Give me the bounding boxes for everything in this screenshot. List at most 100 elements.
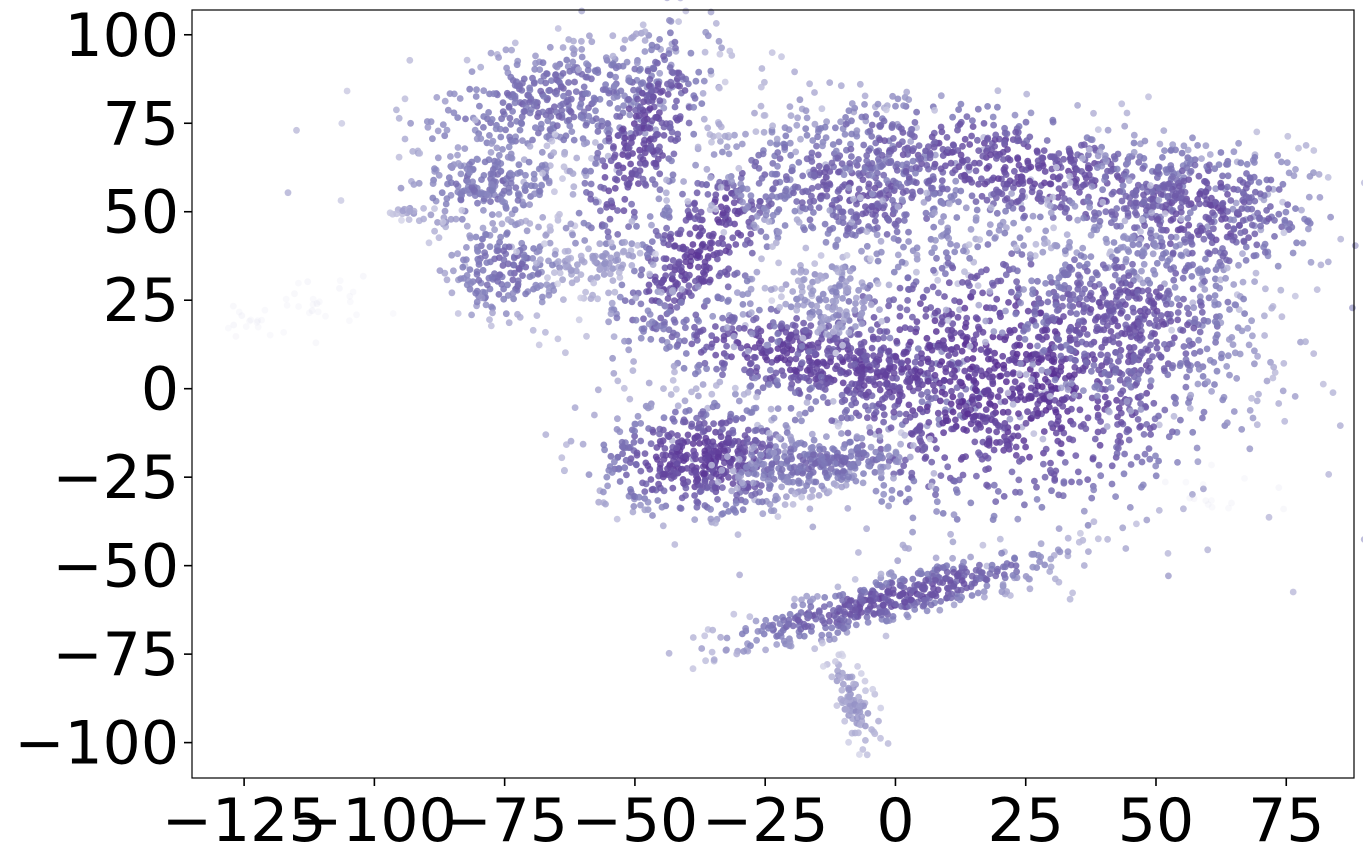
scatter-point xyxy=(976,159,983,167)
scatter-point xyxy=(845,298,853,305)
scatter-point xyxy=(715,272,723,280)
scatter-point xyxy=(667,17,675,25)
scatter-point xyxy=(935,289,942,297)
scatter-point xyxy=(798,359,806,367)
scatter-point xyxy=(1198,155,1205,163)
scatter-point xyxy=(701,48,709,56)
scatter-point xyxy=(1200,408,1208,416)
scatter-point xyxy=(567,108,575,116)
scatter-point xyxy=(587,190,594,198)
scatter-point xyxy=(730,332,738,340)
scatter-point xyxy=(466,169,473,177)
scatter-point xyxy=(1199,414,1206,422)
scatter-point xyxy=(601,174,609,181)
scatter-point xyxy=(1108,480,1116,488)
scatter-point xyxy=(658,336,666,344)
scatter-point xyxy=(466,85,474,93)
scatter-point xyxy=(1183,164,1191,172)
scatter-point xyxy=(410,181,418,188)
scatter-point xyxy=(943,134,951,141)
scatter-point xyxy=(644,307,652,315)
scatter-point xyxy=(798,417,805,425)
scatter-point xyxy=(1040,460,1047,468)
scatter-point xyxy=(609,203,616,211)
scatter-point xyxy=(1310,147,1318,154)
scatter-point xyxy=(720,364,727,372)
scatter-point xyxy=(569,45,577,52)
scatter-point xyxy=(772,369,780,377)
scatter-point xyxy=(1242,184,1250,192)
scatter-point xyxy=(824,351,832,358)
scatter-point xyxy=(913,179,920,187)
scatter-point xyxy=(641,48,649,55)
scatter-point xyxy=(1208,194,1215,202)
scatter-point xyxy=(950,511,958,519)
scatter-point xyxy=(719,371,726,379)
scatter-point xyxy=(637,300,645,308)
scatter-point xyxy=(948,370,956,378)
scatter-point xyxy=(610,333,618,340)
scatter-point xyxy=(662,189,670,197)
scatter-point xyxy=(939,152,947,160)
scatter-point xyxy=(734,188,742,196)
scatter-point xyxy=(499,99,507,106)
scatter-point xyxy=(621,238,629,246)
scatter-point xyxy=(553,90,560,98)
scatter-point xyxy=(993,155,1000,162)
scatter-point xyxy=(1076,478,1083,486)
scatter-point xyxy=(931,371,939,379)
scatter-point xyxy=(536,187,544,195)
scatter-point xyxy=(559,70,567,77)
scatter-point xyxy=(519,272,526,279)
scatter-point xyxy=(732,241,740,248)
scatter-point xyxy=(625,151,632,159)
scatter-point xyxy=(434,219,441,226)
scatter-point xyxy=(941,390,949,398)
scatter-point xyxy=(848,100,856,107)
scatter-point xyxy=(751,344,759,351)
scatter-point xyxy=(1140,431,1148,438)
scatter-point xyxy=(650,93,657,101)
scatter-point xyxy=(506,169,514,177)
scatter-point xyxy=(1267,176,1275,184)
scatter-point xyxy=(697,348,705,356)
scatter-point xyxy=(630,208,638,216)
scatter-point xyxy=(401,95,409,103)
scatter-point xyxy=(1230,148,1238,156)
scatter-point xyxy=(1152,462,1160,470)
scatter-point xyxy=(625,251,633,259)
scatter-point xyxy=(1013,424,1021,431)
scatter-point xyxy=(670,362,678,370)
scatter-point xyxy=(945,200,953,208)
scatter-point xyxy=(815,162,823,170)
scatter-point xyxy=(1125,381,1133,389)
scatter-point xyxy=(652,58,659,66)
scatter-point xyxy=(991,349,998,357)
scatter-point xyxy=(488,116,496,123)
scatter-point xyxy=(793,315,800,322)
scatter-point xyxy=(637,80,645,88)
scatter-point xyxy=(712,323,719,330)
scatter-point xyxy=(890,235,898,242)
scatter-point xyxy=(567,220,575,228)
scatter-point xyxy=(947,346,955,353)
scatter-point xyxy=(1275,210,1283,218)
scatter-point xyxy=(1206,250,1213,258)
scatter-point xyxy=(515,161,523,169)
scatter-point xyxy=(543,281,551,289)
scatter-point xyxy=(680,178,687,185)
scatter-point xyxy=(621,337,628,345)
scatter-point xyxy=(1074,468,1082,476)
scatter-point xyxy=(1224,172,1232,180)
scatter-point xyxy=(661,318,668,326)
scatter-point xyxy=(974,243,982,251)
scatter-point xyxy=(424,123,432,131)
scatter-point xyxy=(901,324,909,331)
scatter-point xyxy=(1012,443,1020,451)
scatter-point xyxy=(1185,221,1193,229)
scatter-point xyxy=(735,164,743,172)
scatter-point xyxy=(737,231,745,239)
scatter-point xyxy=(472,233,480,241)
scatter-point xyxy=(580,108,588,116)
